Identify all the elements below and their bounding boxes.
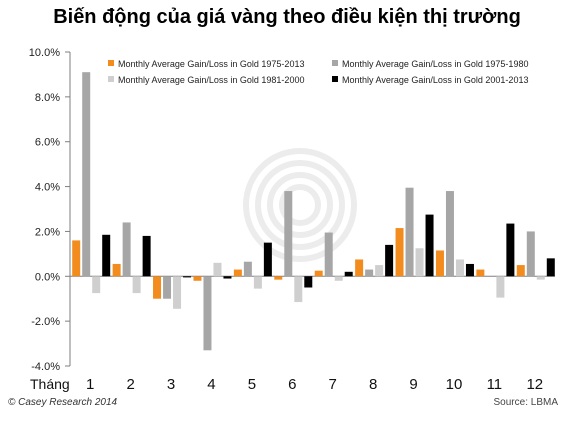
bar-9-series-2 xyxy=(405,187,414,277)
bar-4-series-4 xyxy=(223,276,232,279)
bar-10-series-4 xyxy=(465,263,474,277)
y-tick-label: 6.0% xyxy=(35,137,60,149)
bar-11-series-1 xyxy=(476,269,485,277)
y-tick-label: -4.0% xyxy=(31,361,60,373)
watermark-ring xyxy=(243,148,357,262)
chart-title: Biến động của giá vàng theo điều kiện th… xyxy=(53,6,521,28)
x-tick-label: 6 xyxy=(288,376,296,393)
bar-5-series-4 xyxy=(263,242,272,277)
bar-10-series-3 xyxy=(455,259,464,277)
bar-2-series-2 xyxy=(122,222,131,277)
bar-12-series-3 xyxy=(536,276,545,280)
legend-label: Monthly Average Gain/Loss in Gold 1975-2… xyxy=(118,59,304,69)
y-tick-label: 8.0% xyxy=(35,92,60,104)
x-tick-label: 11 xyxy=(487,376,503,393)
bar-8-series-3 xyxy=(375,265,384,277)
bar-4-series-2 xyxy=(203,276,212,351)
bar-3-series-3 xyxy=(173,276,182,309)
x-tick-label: 1 xyxy=(86,376,94,393)
x-tick-label: 5 xyxy=(248,376,256,393)
x-tick-label: 4 xyxy=(207,376,215,393)
bar-5-series-1 xyxy=(233,269,242,277)
bar-2-series-1 xyxy=(112,263,121,277)
y-tick-label: 4.0% xyxy=(35,182,60,194)
bar-6-series-4 xyxy=(304,276,313,288)
legend-label: Monthly Average Gain/Loss in Gold 2001-2… xyxy=(342,75,528,85)
bar-8-series-4 xyxy=(385,244,394,277)
y-tick-label: -2.0% xyxy=(31,316,60,328)
watermark-ring xyxy=(279,184,321,226)
legend-swatch xyxy=(108,76,114,82)
bar-10-series-2 xyxy=(445,191,454,277)
bar-12-series-2 xyxy=(526,231,535,277)
bar-10-series-1 xyxy=(435,250,444,277)
x-tick-label: 10 xyxy=(446,376,463,393)
bar-3-series-1 xyxy=(153,276,162,299)
x-tick-label: 8 xyxy=(369,376,377,393)
copyright-note: © Casey Research 2014 xyxy=(8,397,118,408)
bar-1-series-3 xyxy=(92,276,101,294)
bar-4-series-1 xyxy=(193,276,202,281)
bar-12-series-4 xyxy=(546,258,555,277)
bar-8-series-1 xyxy=(355,259,364,277)
bar-7-series-4 xyxy=(344,271,353,277)
x-tick-label: 3 xyxy=(167,376,175,393)
bar-6-series-1 xyxy=(274,276,283,280)
watermark-ring xyxy=(267,172,333,238)
bar-1-series-2 xyxy=(82,72,91,277)
bar-7-series-2 xyxy=(324,232,333,277)
source-note: Source: LBMA xyxy=(493,397,558,408)
y-tick-label: 2.0% xyxy=(35,226,60,238)
legend-swatch xyxy=(108,60,114,66)
bar-6-series-3 xyxy=(294,276,303,303)
bar-12-series-1 xyxy=(516,265,525,277)
legend-label: Monthly Average Gain/Loss in Gold 1975-1… xyxy=(342,59,528,69)
legend-swatch xyxy=(332,76,338,82)
x-tick-label: 2 xyxy=(126,376,134,393)
bar-9-series-4 xyxy=(425,214,434,277)
bar-7-series-3 xyxy=(334,276,343,281)
y-tick-label: 10.0% xyxy=(29,47,60,59)
bar-1-series-4 xyxy=(102,234,111,277)
bar-3-series-4 xyxy=(183,276,192,278)
x-tick-label: 12 xyxy=(526,376,543,393)
bar-6-series-2 xyxy=(284,191,293,277)
bar-5-series-3 xyxy=(253,276,262,289)
bar-11-series-3 xyxy=(496,276,505,298)
x-tick-label: 9 xyxy=(409,376,417,393)
bar-5-series-2 xyxy=(243,261,252,277)
x-axis-title: Tháng xyxy=(30,376,70,392)
bar-9-series-3 xyxy=(415,248,424,277)
legend-swatch xyxy=(332,60,338,66)
watermark-ring xyxy=(255,160,345,250)
bar-1-series-1 xyxy=(72,240,81,277)
bar-4-series-3 xyxy=(213,262,222,277)
bar-11-series-2 xyxy=(486,276,495,277)
bar-11-series-4 xyxy=(506,223,515,277)
bar-2-series-4 xyxy=(142,235,151,277)
legend-label: Monthly Average Gain/Loss in Gold 1981-2… xyxy=(118,75,304,85)
bar-2-series-3 xyxy=(132,276,141,294)
bar-7-series-1 xyxy=(314,270,323,277)
x-tick-label: 7 xyxy=(329,376,337,393)
bar-3-series-2 xyxy=(163,276,172,299)
bar-8-series-2 xyxy=(365,269,374,277)
bar-9-series-1 xyxy=(395,228,404,277)
y-tick-label: 0.0% xyxy=(35,271,60,283)
